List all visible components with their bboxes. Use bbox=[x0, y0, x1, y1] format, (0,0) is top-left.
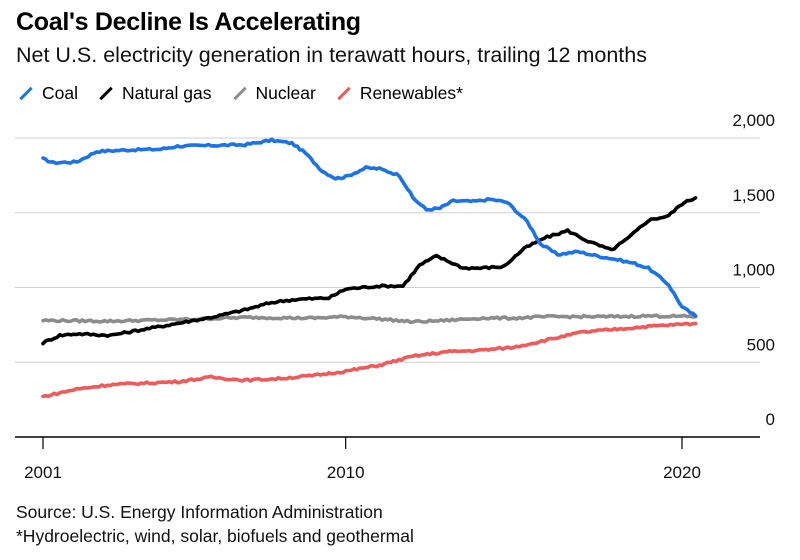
series-lines bbox=[41, 137, 698, 399]
series-line-natural-gas bbox=[41, 196, 698, 346]
legend-item-renewables: Renewables* bbox=[336, 83, 463, 104]
y-tick-label-0: 0 bbox=[766, 410, 775, 429]
x-tick-label-2001: 2001 bbox=[24, 463, 62, 482]
series-line-coal bbox=[41, 137, 698, 318]
legend-label-nuclear: Nuclear bbox=[255, 83, 316, 103]
footnote: *Hydroelectric, wind, solar, biofuels an… bbox=[16, 526, 414, 546]
legend-item-natural-gas: Natural gas bbox=[98, 83, 212, 104]
series-line-nuclear bbox=[41, 313, 698, 324]
y-tick-labels: 0 500 1,000 1,500 2,000 bbox=[732, 111, 775, 429]
legend-label-coal: Coal bbox=[42, 83, 78, 103]
x-axis: 2001 2010 2020 bbox=[15, 436, 760, 482]
x-tick-label-2020: 2020 bbox=[663, 463, 701, 482]
legend-label-natural-gas: Natural gas bbox=[122, 83, 212, 103]
legend-item-nuclear: Nuclear bbox=[232, 83, 316, 104]
chart-subtitle: Net U.S. electricity generation in teraw… bbox=[16, 43, 647, 67]
legend-item-coal: Coal bbox=[18, 83, 78, 104]
y-tick-label-500: 500 bbox=[747, 335, 775, 354]
y-tick-label-2000: 2,000 bbox=[732, 111, 775, 130]
y-tick-label-1000: 1,000 bbox=[732, 261, 775, 280]
y-tick-label-1500: 1,500 bbox=[732, 186, 775, 205]
x-tick-label-2010: 2010 bbox=[327, 463, 365, 482]
legend-label-renewables: Renewables* bbox=[359, 83, 463, 103]
chart-title: Coal's Decline Is Accelerating bbox=[16, 8, 361, 36]
series-line-renewables bbox=[41, 321, 698, 399]
legend: Coal Natural gas Nuclear Renewables* bbox=[18, 83, 463, 104]
source-note: Source: U.S. Energy Information Administ… bbox=[16, 502, 383, 522]
